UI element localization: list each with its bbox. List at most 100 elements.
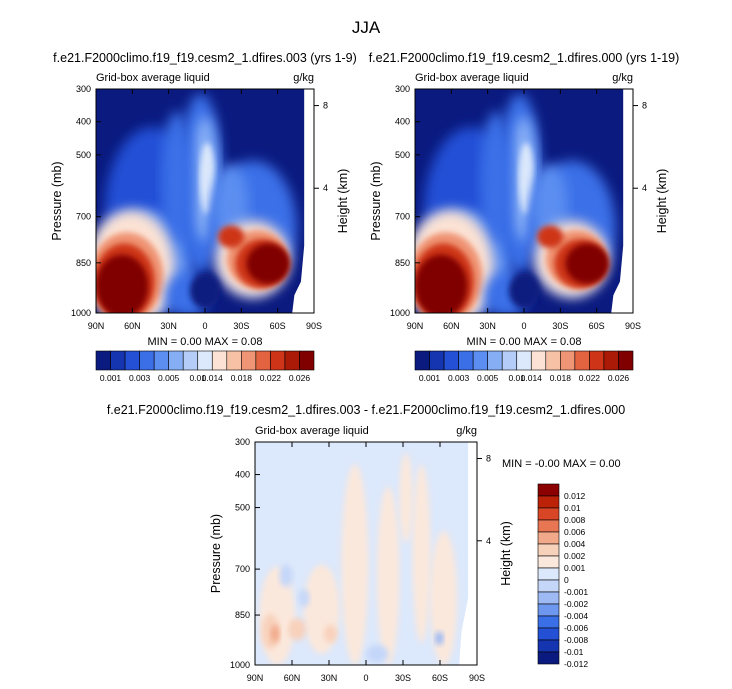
colorbar-label: -0.01 — [564, 647, 584, 657]
x-tick-label: 30N — [160, 321, 177, 331]
colorbar-swatch — [589, 350, 605, 371]
x-tick-label: 90N — [247, 673, 264, 683]
contour-region — [279, 564, 293, 587]
colorbar-label: -0.012 — [564, 659, 588, 669]
contour-region — [246, 243, 291, 284]
colorbar-swatch — [443, 350, 459, 371]
page-title: JJA — [352, 18, 381, 37]
colorbar-label: 0.003 — [448, 373, 470, 383]
colorbar-label: 0.001 — [564, 563, 586, 573]
y-axis-title: Pressure (mb) — [369, 161, 383, 240]
field — [96, 89, 314, 313]
variable-label: Grid-box average liquid — [255, 425, 369, 437]
colorbar: 0.001 0.003 0.005 0.010.014 0.018 0.022 0.026 — [414, 350, 634, 383]
contour-region — [323, 624, 338, 643]
min-max-stats: MIN = -0.00 MAX = 0.00 — [502, 458, 621, 470]
contour-region — [96, 254, 149, 313]
y-tick-label: 300 — [235, 437, 250, 447]
colorbar-label: 0.003 — [129, 373, 151, 383]
chart-panel-3: f.e21.F2000climo.f19_f19.cesm2_1.dfires.… — [107, 403, 625, 683]
colorbar-swatch — [537, 495, 560, 509]
contour-region — [415, 254, 468, 313]
y-tick-label: 700 — [76, 212, 91, 222]
colorbar-swatch — [537, 519, 560, 533]
colorbar-label: 0.01 — [189, 373, 206, 383]
y-tick-label: 1000 — [71, 308, 91, 318]
contour-region — [434, 631, 444, 645]
units-label: g/kg — [293, 72, 314, 84]
colorbar-label: 0.005 — [158, 373, 180, 383]
y-tick-label: 700 — [395, 212, 410, 222]
colorbar-swatch — [516, 350, 532, 371]
height-tick-label: 8 — [642, 101, 647, 111]
colorbar-label: 0.014 — [521, 373, 543, 383]
colorbar-swatch — [537, 639, 560, 653]
colorbar-swatch — [299, 350, 315, 371]
colorbar-swatch — [574, 350, 590, 371]
x-tick-label: 90S — [469, 673, 485, 683]
topography-mask — [459, 442, 477, 665]
colorbar-swatch — [211, 350, 228, 371]
colorbar-swatch — [487, 350, 503, 371]
x-tick-label: 30S — [395, 673, 411, 683]
contour-region — [366, 644, 389, 663]
variable-label: Grid-box average liquid — [415, 72, 529, 84]
y-tick-label: 300 — [76, 84, 91, 94]
field — [415, 89, 633, 313]
colorbar-swatch — [197, 350, 213, 371]
colorbar-swatch — [537, 579, 560, 593]
colorbar-label: 0.01 — [508, 373, 525, 383]
colorbar-swatch — [124, 350, 140, 371]
colorbar-swatch — [226, 350, 242, 371]
height-axis-title: Height (km) — [336, 169, 350, 234]
x-tick-label: 60N — [124, 321, 141, 331]
contour-region — [288, 618, 307, 641]
colorbar-label: 0 — [564, 575, 569, 585]
colorbar-label: 0.026 — [289, 373, 311, 383]
x-tick-label: 0 — [363, 673, 368, 683]
colorbar-swatch — [537, 651, 560, 665]
colorbar-swatch — [153, 350, 169, 371]
colorbar-label: -0.008 — [564, 635, 588, 645]
colorbar-label: 0.008 — [564, 515, 586, 525]
field — [255, 442, 477, 665]
chart-panel-1: f.e21.F2000climo.f19_f19.cesm2_1.dfires.… — [50, 51, 357, 383]
y-tick-label: 850 — [235, 610, 250, 620]
x-tick-label: 30N — [479, 321, 496, 331]
topography-mask — [292, 89, 314, 313]
colorbar-label: 0.005 — [477, 373, 499, 383]
colorbar-label: 0.018 — [550, 373, 572, 383]
colorbar-swatch — [618, 350, 634, 371]
y-axis-title: Pressure (mb) — [209, 514, 223, 593]
y-tick-label: 400 — [395, 117, 410, 127]
x-tick-label: 30S — [552, 321, 568, 331]
colorbar-swatch — [537, 483, 560, 497]
x-tick-label: 60S — [589, 321, 605, 331]
units-label: g/kg — [612, 72, 633, 84]
colorbar-swatch — [537, 543, 560, 557]
colorbar-label: -0.006 — [564, 623, 588, 633]
chart-panel-2: f.e21.F2000climo.f19_f19.cesm2_1.dfires.… — [369, 51, 680, 383]
y-axis-title: Pressure (mb) — [50, 161, 64, 240]
units-label: g/kg — [456, 425, 477, 437]
panel-title: f.e21.F2000climo.f19_f19.cesm2_1.dfires.… — [107, 403, 625, 417]
colorbar-swatch — [168, 350, 184, 371]
colorbar-swatch — [255, 350, 271, 371]
colorbar-swatch — [95, 350, 111, 371]
x-tick-label: 90N — [88, 321, 105, 331]
height-tick-label: 4 — [642, 183, 647, 193]
x-tick-label: 90S — [625, 321, 641, 331]
colorbar: 0.001 0.003 0.005 0.010.014 0.018 0.022 0.026 — [95, 350, 315, 383]
y-tick-label: 1000 — [230, 660, 250, 670]
y-tick-label: 300 — [395, 84, 410, 94]
topography-mask — [611, 89, 633, 313]
colorbar-swatch — [537, 567, 560, 581]
colorbar-swatch — [537, 627, 560, 641]
colorbar-swatch — [139, 350, 155, 371]
colorbar-swatch — [537, 555, 560, 569]
contour-region — [298, 589, 310, 608]
x-tick-label: 60S — [432, 673, 448, 683]
x-tick-label: 60N — [284, 673, 301, 683]
x-tick-label: 60S — [270, 321, 286, 331]
